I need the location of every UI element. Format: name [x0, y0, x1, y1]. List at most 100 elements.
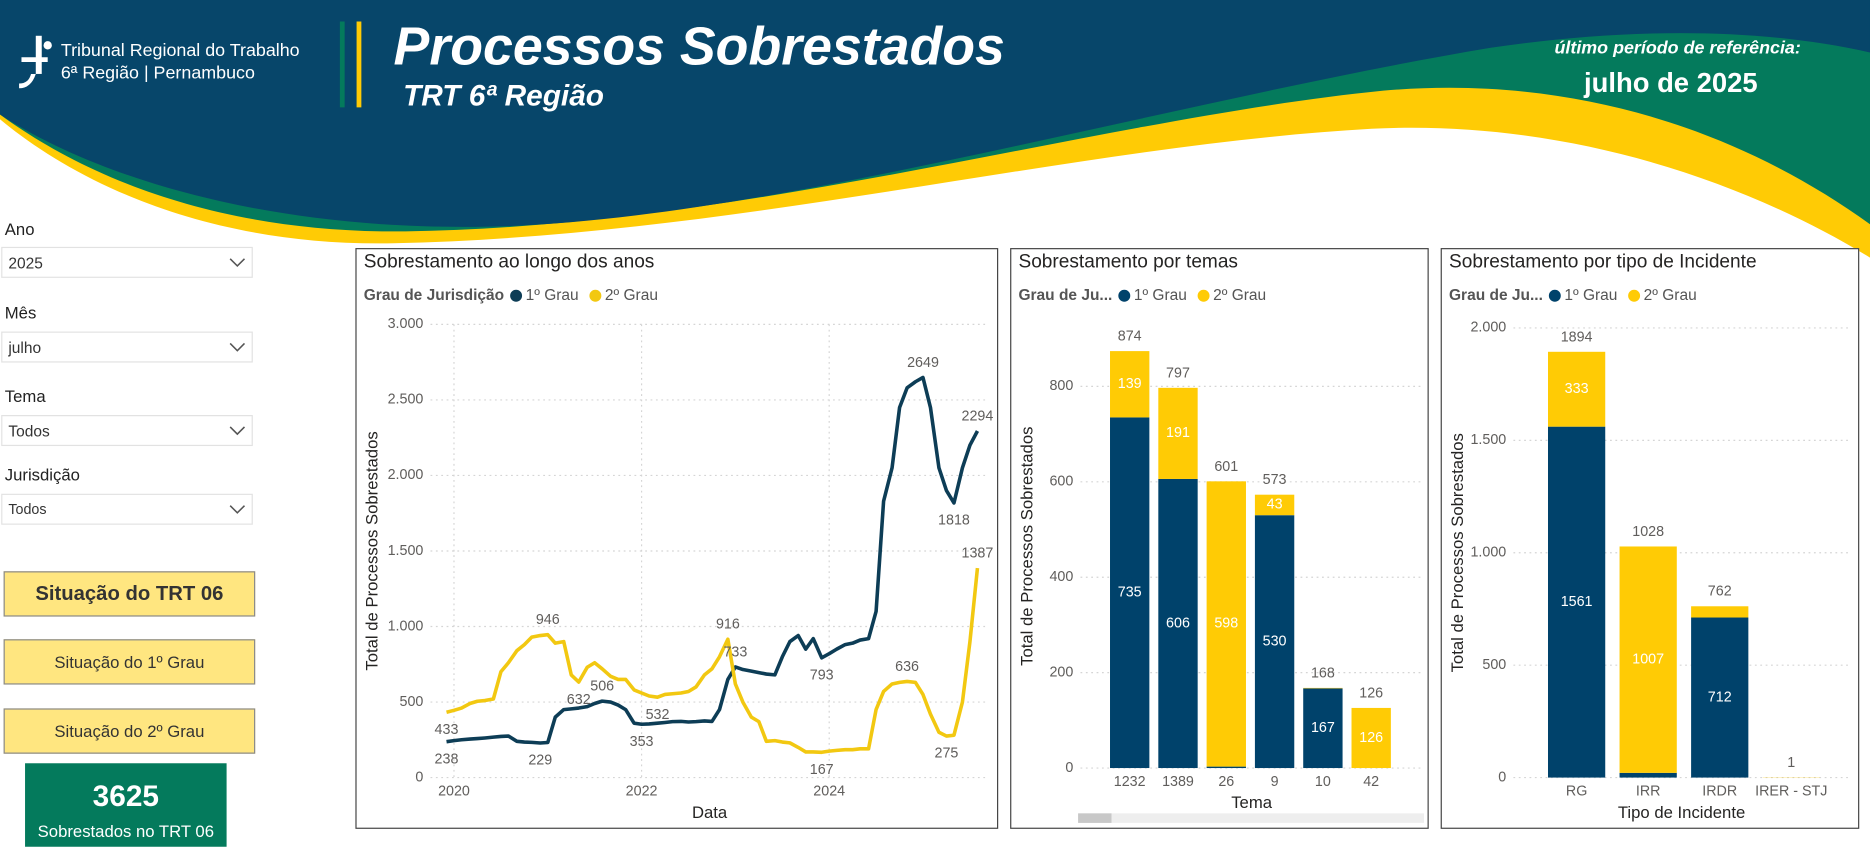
data-label: 606 — [1166, 615, 1190, 631]
chart-title: Sobrestamento ao longo dos anos — [364, 251, 655, 272]
x-tick-label: 2022 — [626, 784, 658, 800]
filter-dropdown[interactable]: julho — [1, 331, 253, 363]
data-label: 238 — [435, 751, 459, 767]
bar-segment — [1351, 707, 1391, 769]
data-label: 167 — [810, 762, 834, 778]
y-tick-label: 1.000 — [388, 618, 424, 634]
legend-title: Grau de Ju... — [1449, 287, 1543, 304]
bar-segment — [1110, 351, 1150, 418]
x-tick-label: IRDR — [1702, 784, 1737, 800]
y-tick-label: 600 — [1049, 474, 1073, 490]
legend-label: 2º Grau — [1644, 287, 1697, 304]
legend-label: 1º Grau — [1564, 287, 1617, 304]
x-tick-label: IRR — [1636, 784, 1661, 800]
x-tick-label: IRER - STJ — [1755, 784, 1827, 800]
logo-line1: Tribunal Regional do Trabalho — [61, 40, 300, 60]
data-label: 1387 — [962, 546, 994, 562]
logo-icon — [19, 35, 52, 89]
bar-segment — [1619, 546, 1677, 773]
logo-bar — [35, 35, 42, 74]
banner-navy — [0, 0, 1870, 227]
filter-value: 2025 — [8, 254, 43, 272]
data-label: 632 — [567, 692, 591, 708]
chart-card: Sobrestamento ao longo dos anos Grau de J… — [355, 248, 999, 829]
chevron — [229, 426, 246, 436]
bar-segment — [1619, 772, 1677, 778]
data-label: 530 — [1263, 633, 1287, 649]
legend-marker — [510, 289, 523, 302]
filter-value: julho — [8, 338, 42, 357]
legend-label: 1º Grau — [526, 287, 579, 304]
x-tick-label: 2024 — [813, 784, 845, 800]
legend-label: 1º Grau — [1134, 287, 1187, 304]
data-label: 733 — [723, 644, 747, 660]
logo-line2: 6ª Região | Pernambuco — [61, 63, 255, 83]
data-label: 506 — [590, 679, 614, 695]
legend-marker — [1118, 289, 1131, 302]
y-tick-label: 200 — [1049, 664, 1073, 680]
kpi-value: 3625 — [92, 779, 159, 814]
filter-dropdown[interactable]: Todos — [1, 415, 253, 447]
data-label: 2294 — [962, 409, 994, 425]
y-tick-label: 1.500 — [1470, 432, 1506, 448]
filter-dropdown[interactable]: Todos — [1, 493, 253, 525]
filter-dropdown[interactable]: 2025 — [1, 246, 253, 278]
nav-button[interactable]: Situação do 2º Grau — [3, 708, 256, 754]
bar-segment — [1206, 481, 1246, 767]
data-label: 139 — [1118, 376, 1142, 392]
bar-segment — [1691, 617, 1749, 778]
y-tick-label: 800 — [1049, 378, 1073, 394]
x-tick-label: 10 — [1315, 774, 1331, 790]
data-label: 126 — [1359, 730, 1383, 746]
total-label: 1 — [1787, 755, 1795, 771]
data-label: 433 — [435, 722, 459, 738]
bar-segment — [1158, 478, 1198, 769]
line-chart: Sobrestamento ao longo dos anos Grau de J… — [363, 251, 994, 822]
y-tick-label: 0 — [1498, 769, 1506, 785]
bar-chart: Sobrestamento por tipo de Incidente Grau … — [1448, 251, 1850, 822]
data-label: 598 — [1214, 616, 1238, 632]
reference-label: último período de referência: — [1554, 38, 1800, 58]
x-tick-label: 1232 — [1114, 774, 1146, 790]
total-label: 126 — [1359, 685, 1383, 701]
chart-card: Sobrestamento por temas Grau de Ju... 1º G… — [1010, 248, 1429, 829]
x-axis-label: Tipo de Incidente — [1618, 803, 1745, 822]
bar-segment — [1547, 351, 1606, 427]
data-label: 43 — [1267, 497, 1283, 513]
legend-label: 2º Grau — [1213, 287, 1266, 304]
x-tick-label: 42 — [1363, 774, 1379, 790]
y-tick-label: 500 — [1482, 657, 1506, 673]
y-tick-label: 2.500 — [388, 392, 424, 408]
chevron — [229, 342, 246, 352]
chevron — [229, 258, 246, 268]
nav-button[interactable]: Situação do 1º Grau — [3, 639, 256, 685]
nav-button[interactable]: Situação do TRT 06 — [3, 571, 256, 617]
bar-segment — [1691, 606, 1749, 618]
header-banner: Tribunal Regional do Trabalho 6ª Região … — [0, 0, 1870, 258]
filter-label: Ano — [4, 219, 35, 239]
total-label: 762 — [1708, 584, 1732, 600]
x-axis-label: Tema — [1231, 793, 1273, 812]
y-tick-label: 0 — [415, 769, 423, 785]
bar-segment — [1254, 515, 1295, 769]
x-tick-label: 1389 — [1162, 774, 1194, 790]
y-axis-label: Total de Processos Sobrestados — [1017, 427, 1036, 666]
x-axis-label: Data — [692, 803, 728, 822]
chart-title: Sobrestamento por temas — [1018, 251, 1238, 272]
legend-marker — [1197, 289, 1210, 302]
y-tick-label: 3.000 — [388, 316, 424, 332]
y-tick-label: 400 — [1049, 569, 1073, 585]
bar-segment — [1158, 387, 1198, 479]
data-label: 636 — [895, 659, 919, 675]
data-label: 1007 — [1632, 651, 1664, 667]
total-label: 573 — [1263, 472, 1287, 488]
chart-title: Sobrestamento por tipo de Incidente — [1449, 251, 1757, 272]
chart-card: Sobrestamento por tipo de Incidente Grau … — [1440, 248, 1860, 829]
filter-value: Todos — [8, 422, 50, 441]
filter-label: Tema — [4, 386, 46, 406]
x-tick-label: 2020 — [438, 784, 470, 800]
legend-marker — [1628, 289, 1641, 302]
